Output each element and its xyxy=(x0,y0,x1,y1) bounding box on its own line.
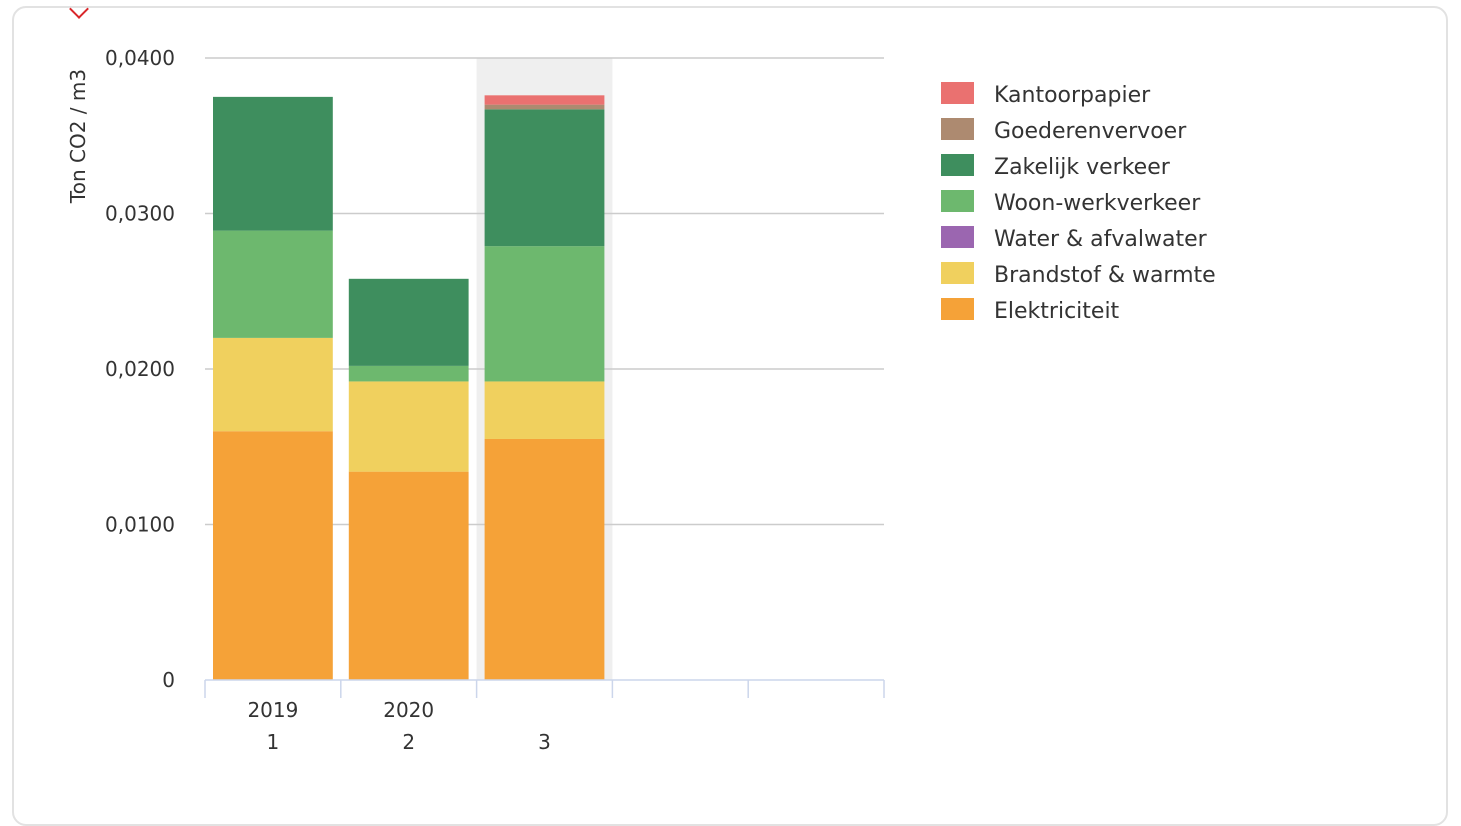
x-tick-label-number: 3 xyxy=(538,730,551,754)
bar-segment[interactable] xyxy=(348,365,469,382)
legend: Kantoorpapier Goederenvervoer Zakelijk ver… xyxy=(941,82,1216,324)
legend-label: Woon-werkverkeer xyxy=(994,191,1201,216)
bar-segment[interactable] xyxy=(348,278,469,366)
bar-segment[interactable] xyxy=(348,381,469,472)
legend-label: Zakelijk verkeer xyxy=(994,155,1171,180)
x-tick-label-number: 2 xyxy=(402,730,415,754)
legend-label: Elektriciteit xyxy=(994,299,1120,324)
bar-segment[interactable] xyxy=(213,431,333,680)
y-tick-label: 0,0200 xyxy=(105,357,175,381)
y-tick-label: 0,0300 xyxy=(105,202,175,226)
bar-segment[interactable] xyxy=(213,230,333,338)
legend-swatch xyxy=(941,298,974,320)
y-axis-ticks: 0 0,0100 0,0200 0,0300 0,0400 xyxy=(105,46,175,692)
y-axis-title: Ton CO2 / m3 xyxy=(66,69,90,204)
bar-segment[interactable] xyxy=(348,471,469,680)
legend-swatch xyxy=(941,190,974,212)
bar-segment[interactable] xyxy=(213,96,333,231)
legend-swatch xyxy=(941,262,974,284)
bar-segment[interactable] xyxy=(484,438,605,680)
bar-segment[interactable] xyxy=(484,109,605,247)
y-tick-label: 0,0400 xyxy=(105,46,175,70)
x-tick-label-number: 1 xyxy=(267,730,280,754)
legend-swatch xyxy=(941,82,974,104)
bar-segment[interactable] xyxy=(484,104,605,110)
bar-segment[interactable] xyxy=(484,381,605,439)
legend-swatch xyxy=(941,226,974,248)
x-tick-label-year: 2019 xyxy=(247,698,298,722)
legend-label: Kantoorpapier xyxy=(994,83,1151,108)
bar-segment[interactable] xyxy=(213,337,333,432)
legend-swatch xyxy=(941,118,974,140)
bars[interactable] xyxy=(213,95,605,680)
x-axis: 2019 1 2020 2 3 xyxy=(204,679,885,754)
x-tick-label-year: 2020 xyxy=(383,698,434,722)
legend-label: Brandstof & warmte xyxy=(994,263,1216,288)
legend-label: Water & afvalwater xyxy=(994,227,1208,252)
legend-swatch xyxy=(941,154,974,176)
y-tick-label: 0,0100 xyxy=(105,513,175,537)
y-tick-label: 0 xyxy=(162,668,175,692)
bar-segment[interactable] xyxy=(484,95,605,105)
legend-label: Goederenvervoer xyxy=(994,119,1187,144)
bar-segment[interactable] xyxy=(484,246,605,382)
